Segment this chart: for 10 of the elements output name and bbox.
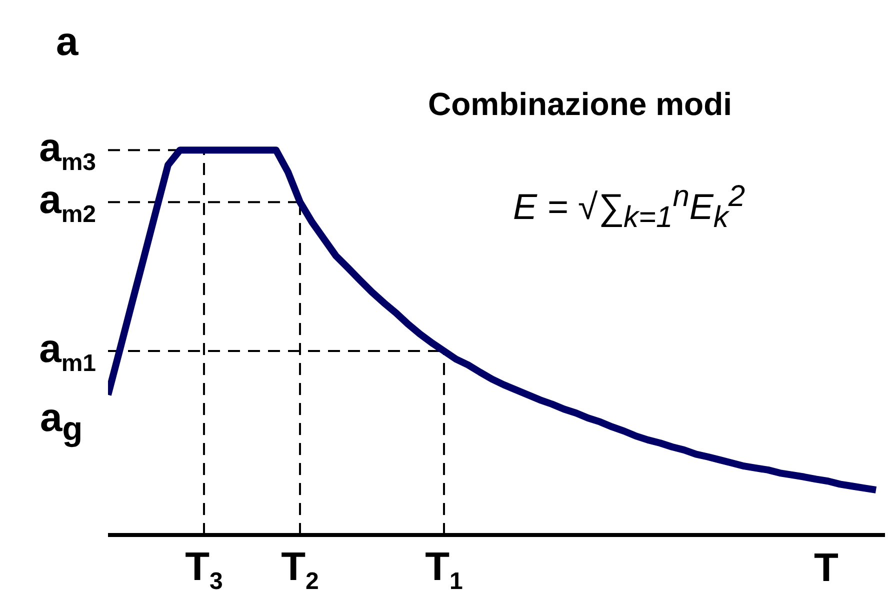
- chart-title: Combinazione modi: [428, 86, 732, 123]
- x-tick-label: T$_{2}$: [281, 544, 319, 590]
- ref-line-label: a$_{m2}$: [39, 178, 96, 228]
- x-axis-title: T: [814, 546, 838, 590]
- y-axis-title: a: [56, 20, 78, 65]
- x-tick-label: T$_{3}$: [185, 544, 223, 590]
- ref-line-label: a$_{m1}$: [39, 326, 96, 377]
- text: a$_{g}$: [40, 396, 83, 449]
- ref-line-label: a$_{m3}$: [39, 126, 96, 176]
- x-tick-label: T$_{1}$: [425, 544, 463, 590]
